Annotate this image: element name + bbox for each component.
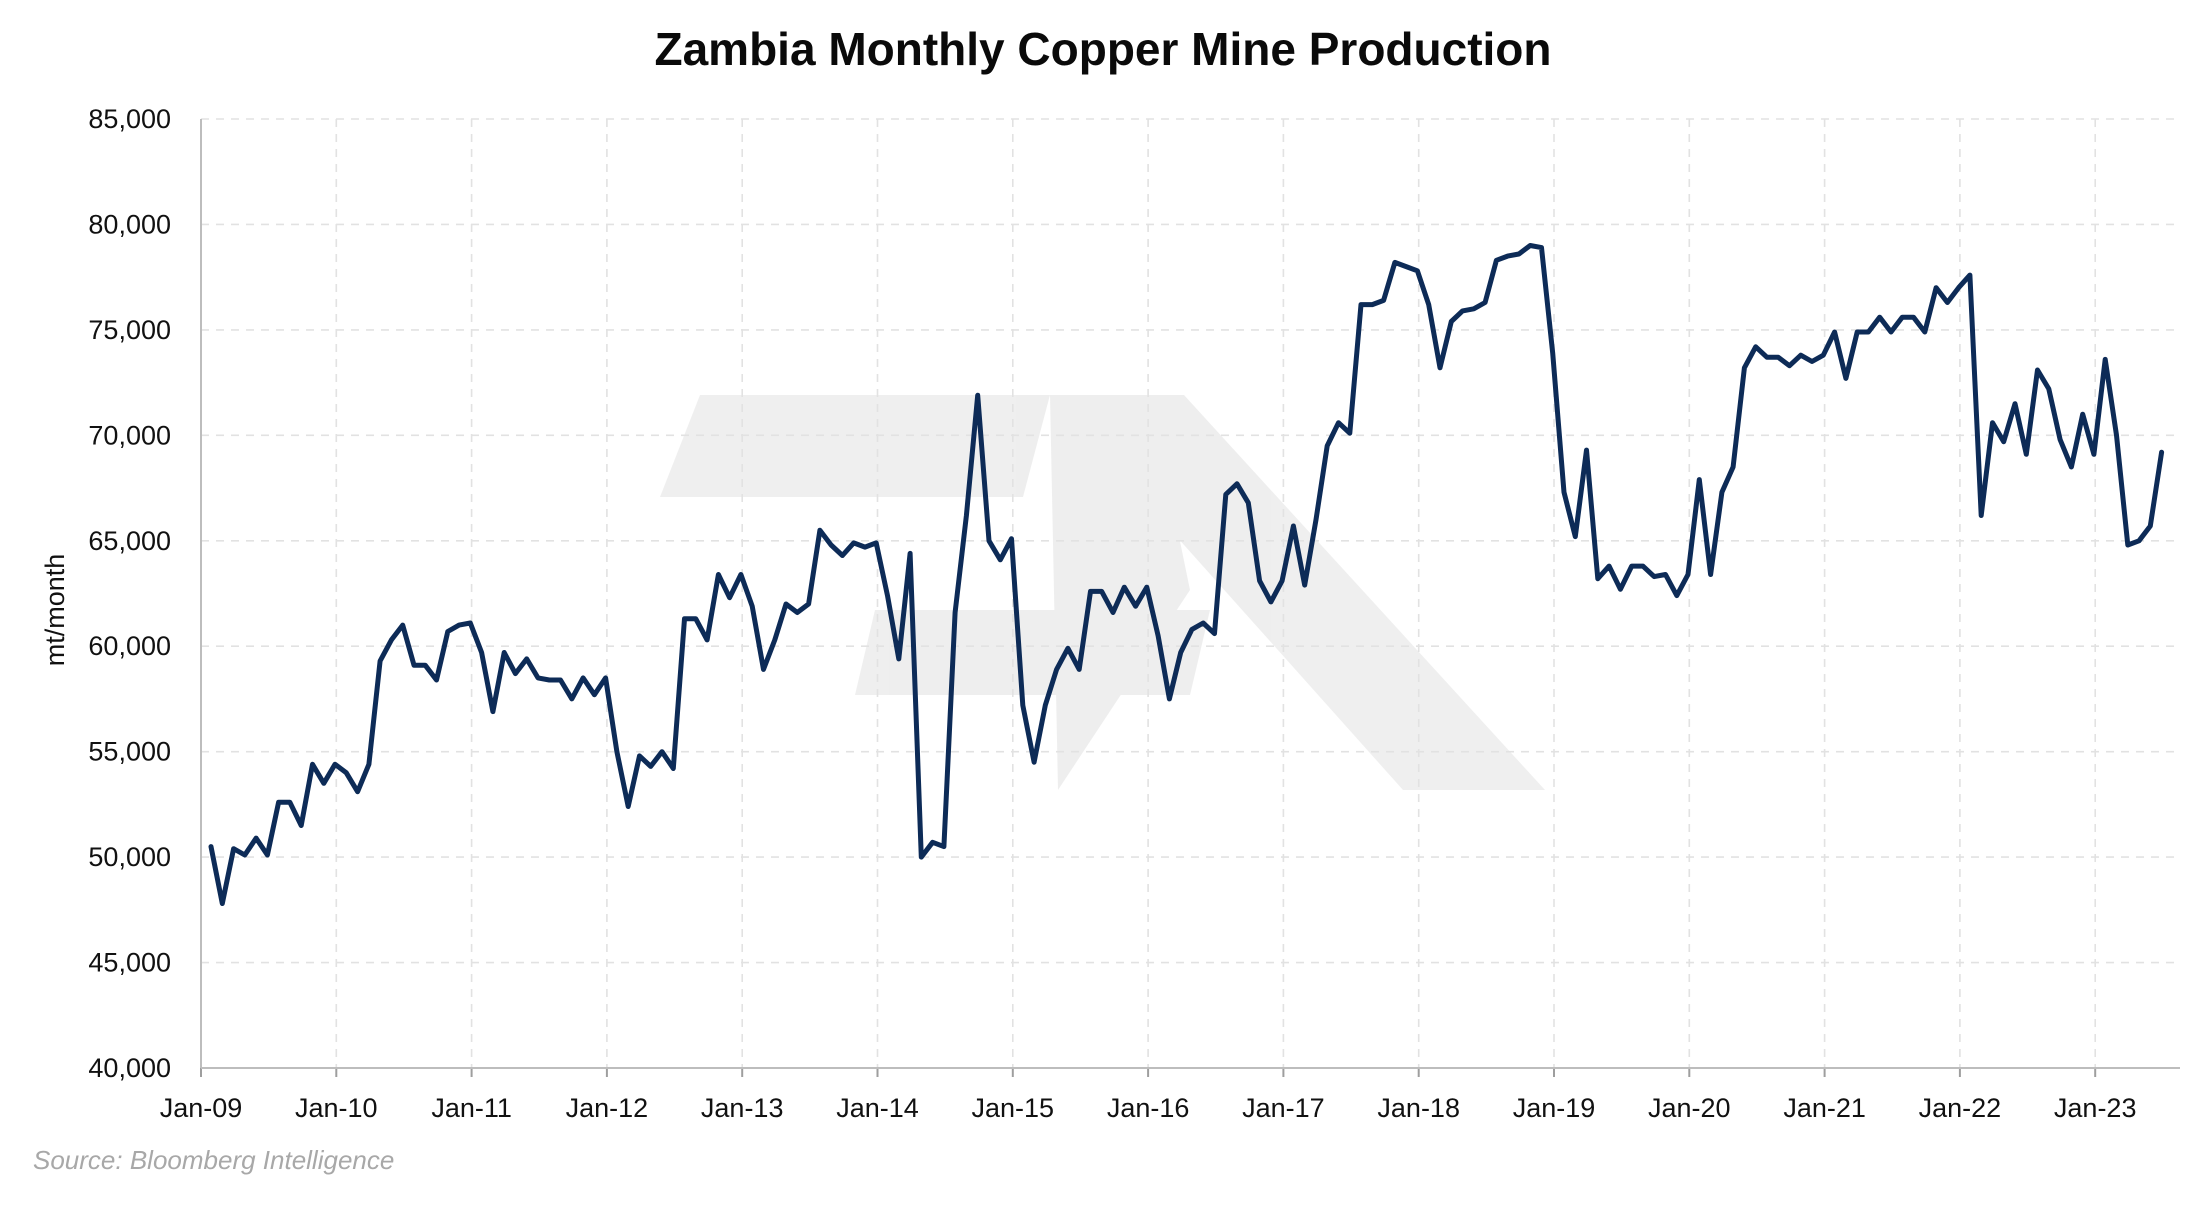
y-tick-label: 75,000 bbox=[88, 315, 171, 345]
y-tick-label: 60,000 bbox=[88, 631, 171, 661]
y-tick-label: 50,000 bbox=[88, 842, 171, 872]
y-tick-label: 70,000 bbox=[88, 420, 171, 450]
x-tick-label: Jan-23 bbox=[2054, 1093, 2137, 1123]
source-note: Source: Bloomberg Intelligence bbox=[33, 1145, 394, 1175]
x-tick-label: Jan-09 bbox=[160, 1093, 243, 1123]
y-tick-label: 40,000 bbox=[88, 1053, 171, 1083]
y-tick-label: 80,000 bbox=[88, 209, 171, 239]
x-tick-label: Jan-12 bbox=[566, 1093, 649, 1123]
x-tick-label: Jan-20 bbox=[1648, 1093, 1731, 1123]
grid-layer bbox=[201, 119, 2180, 1068]
y-axis-label: mt/month bbox=[40, 554, 70, 667]
x-tick-label: Jan-21 bbox=[1783, 1093, 1866, 1123]
x-tick-label: Jan-13 bbox=[701, 1093, 784, 1123]
x-tick-label: Jan-14 bbox=[836, 1093, 919, 1123]
x-tick-label: Jan-16 bbox=[1107, 1093, 1190, 1123]
y-tick-label: 45,000 bbox=[88, 948, 171, 978]
x-tick-label: Jan-19 bbox=[1513, 1093, 1596, 1123]
y-tick-label: 55,000 bbox=[88, 737, 171, 767]
y-tick-label: 65,000 bbox=[88, 526, 171, 556]
x-tick-label: Jan-11 bbox=[431, 1093, 512, 1123]
x-tick-label: Jan-15 bbox=[972, 1093, 1055, 1123]
x-tick-label: Jan-17 bbox=[1242, 1093, 1325, 1123]
x-tick-label: Jan-10 bbox=[295, 1093, 378, 1123]
y-tick-label: 85,000 bbox=[88, 104, 171, 134]
chart-title: Zambia Monthly Copper Mine Production bbox=[655, 23, 1552, 75]
x-tick-label: Jan-22 bbox=[1919, 1093, 2002, 1123]
x-tick-label: Jan-18 bbox=[1377, 1093, 1460, 1123]
